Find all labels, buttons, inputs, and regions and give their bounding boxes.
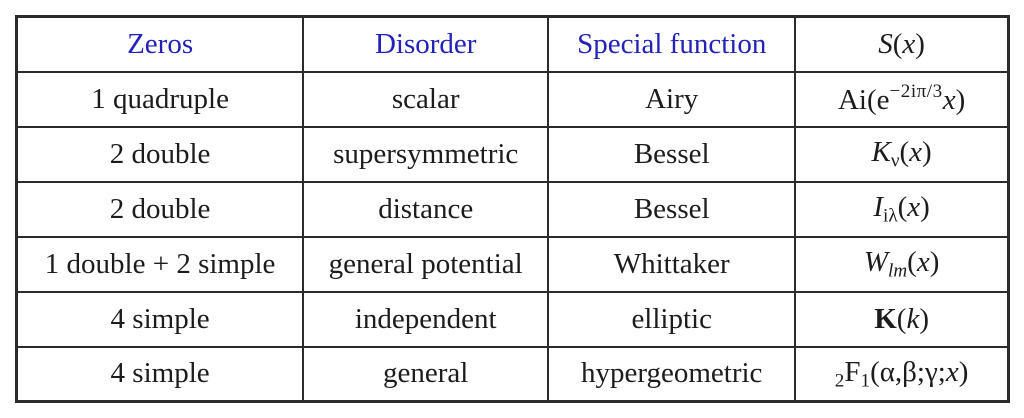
cell-formula: Ai(e−2iπ/3x) <box>794 70 1010 128</box>
table-row: 4 simple general hypergeometric 2F1(α,β;… <box>15 345 1010 403</box>
cell-disorder: scalar <box>302 70 550 128</box>
cell-formula: Wlm(x) <box>794 235 1010 293</box>
cell-zeros: 1 quadruple <box>15 70 305 128</box>
cell-zeros: 4 simple <box>15 345 305 403</box>
cell-zeros: 2 double <box>15 180 305 238</box>
cell-disorder: general <box>302 345 550 403</box>
cell-formula: Iiλ(x) <box>794 180 1010 238</box>
header-row: Zeros Disorder Special function S(x) <box>15 15 1010 73</box>
cell-disorder: general potential <box>302 235 550 293</box>
special-functions-table: Zeros Disorder Special function S(x) 1 q… <box>15 15 1010 403</box>
cell-formula: K(k) <box>794 290 1010 348</box>
cell-special-function: elliptic <box>547 290 797 348</box>
cell-special-function: Whittaker <box>547 235 797 293</box>
column-header-special-function: Special function <box>547 15 797 73</box>
table-row: 2 double distance Bessel Iiλ(x) <box>15 180 1010 238</box>
cell-zeros: 4 simple <box>15 290 305 348</box>
table-row: 2 double supersymmetric Bessel Kν(x) <box>15 125 1010 183</box>
column-header-zeros: Zeros <box>15 15 305 73</box>
cell-formula: Kν(x) <box>794 125 1010 183</box>
table-row: 1 quadruple scalar Airy Ai(e−2iπ/3x) <box>15 70 1010 128</box>
cell-special-function: Bessel <box>547 125 797 183</box>
column-header-disorder: Disorder <box>302 15 550 73</box>
column-header-sx: S(x) <box>794 15 1010 73</box>
cell-special-function: Airy <box>547 70 797 128</box>
cell-zeros: 1 double + 2 simple <box>15 235 305 293</box>
cell-disorder: supersymmetric <box>302 125 550 183</box>
cell-disorder: independent <box>302 290 550 348</box>
cell-special-function: Bessel <box>547 180 797 238</box>
table-row: 4 simple independent elliptic K(k) <box>15 290 1010 348</box>
cell-special-function: hypergeometric <box>547 345 797 403</box>
cell-disorder: distance <box>302 180 550 238</box>
cell-formula: 2F1(α,β;γ;x) <box>794 345 1010 403</box>
table-row: 1 double + 2 simple general potential Wh… <box>15 235 1010 293</box>
cell-zeros: 2 double <box>15 125 305 183</box>
